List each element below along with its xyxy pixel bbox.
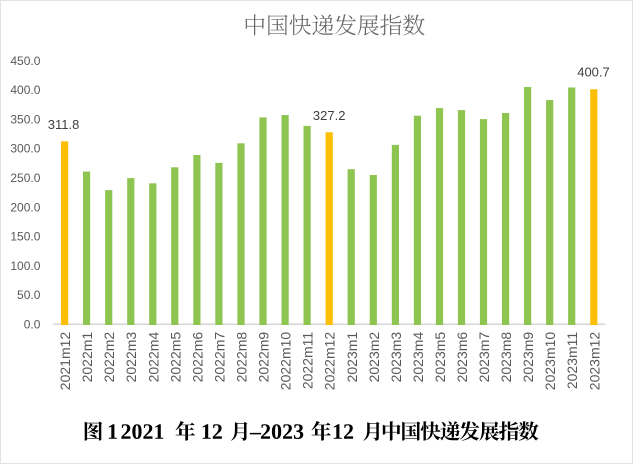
svg-text:150.0: 150.0	[10, 230, 40, 244]
svg-text:2021m12: 2021m12	[57, 332, 73, 391]
svg-text:2022m1: 2022m1	[79, 332, 95, 383]
svg-text:2023m11: 2023m11	[564, 332, 580, 390]
svg-text:2023m3: 2023m3	[388, 332, 404, 383]
svg-text:0.0: 0.0	[24, 318, 41, 332]
svg-text:311.8: 311.8	[48, 117, 80, 132]
svg-text:400.0: 400.0	[10, 83, 40, 97]
svg-text:2023m9: 2023m9	[520, 332, 536, 383]
svg-text:2022m12: 2022m12	[322, 332, 338, 391]
svg-text:2022m9: 2022m9	[256, 332, 272, 383]
svg-text:2023m7: 2023m7	[476, 332, 492, 383]
svg-text:327.2: 327.2	[313, 108, 346, 123]
svg-text:400.7: 400.7	[577, 64, 610, 79]
svg-text:2022m11: 2022m11	[300, 332, 316, 390]
svg-text:250.0: 250.0	[10, 171, 40, 185]
svg-text:2022m3: 2022m3	[123, 332, 139, 383]
svg-text:2022m4: 2022m4	[145, 332, 161, 383]
svg-text:2022m2: 2022m2	[101, 332, 117, 383]
svg-text:2022m5: 2022m5	[167, 332, 183, 383]
svg-text:50.0: 50.0	[17, 288, 41, 302]
svg-text:2023m6: 2023m6	[454, 332, 470, 383]
svg-text:2023m5: 2023m5	[432, 332, 448, 383]
svg-text:2023m1: 2023m1	[344, 332, 360, 383]
svg-text:2023m2: 2023m2	[366, 332, 382, 383]
svg-text:100.0: 100.0	[10, 259, 40, 273]
svg-text:450.0: 450.0	[10, 54, 40, 68]
svg-text:2023m4: 2023m4	[410, 332, 426, 383]
svg-text:350.0: 350.0	[10, 112, 40, 126]
svg-text:2022m10: 2022m10	[278, 332, 294, 391]
svg-text:2022m8: 2022m8	[234, 332, 250, 383]
svg-text:2023m10: 2023m10	[542, 332, 558, 391]
svg-text:2023m12: 2023m12	[586, 332, 602, 391]
svg-text:200.0: 200.0	[10, 200, 40, 214]
svg-text:2022m6: 2022m6	[189, 332, 205, 383]
svg-text:2022m7: 2022m7	[211, 332, 227, 383]
svg-text:2023m8: 2023m8	[498, 332, 514, 383]
svg-text:300.0: 300.0	[10, 142, 40, 156]
